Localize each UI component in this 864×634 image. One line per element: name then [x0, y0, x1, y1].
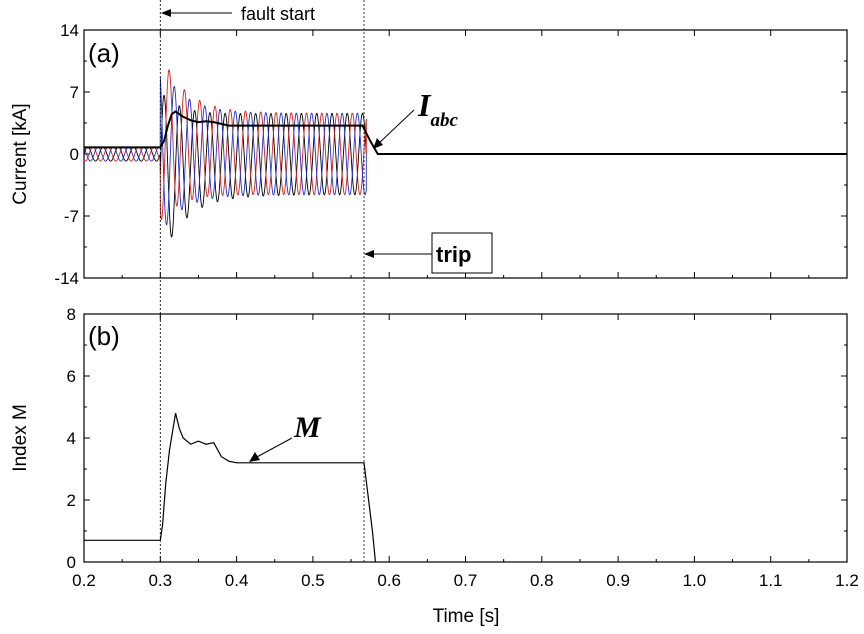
b-x-tick-label: 0.2: [72, 571, 96, 590]
phase-current-line: [83, 94, 367, 238]
b-x-tick-label: 0.7: [454, 571, 478, 590]
panel-a-series: [84, 110, 847, 155]
m-label: M: [293, 411, 322, 444]
a-y-tick-label: -7: [64, 207, 79, 226]
trip-label: trip: [436, 242, 471, 267]
b-y-tick-label: 0: [67, 553, 76, 572]
a-series-line: [84, 110, 847, 155]
panel-a-y-axis-title: Current [kA]: [10, 103, 31, 204]
b-x-tick-label: 0.3: [148, 571, 172, 590]
panel-b-series: [84, 413, 377, 563]
m-arrowhead: [249, 452, 260, 462]
a-y-tick-label: 0: [70, 145, 79, 164]
b-x-tick-label: 0.5: [301, 571, 325, 590]
m-arrow: [254, 437, 293, 459]
a-y-tick-label: -14: [54, 269, 79, 288]
panel-b-y-axis-title: Index M: [10, 404, 31, 472]
iabc-arrowhead: [373, 138, 383, 149]
panel-b-label: (b): [88, 321, 120, 351]
b-x-tick-label: 0.9: [606, 571, 630, 590]
b-y-tick-label: 4: [67, 429, 76, 448]
b-y-tick-label: 6: [67, 367, 76, 386]
b-y-tick-label: 8: [67, 305, 76, 324]
annotations: fault start trip Iabc M: [161, 4, 493, 462]
b-x-tick-label: 0.4: [225, 571, 249, 590]
panel-a-phase-currents: [83, 69, 367, 238]
b-x-tick-label: 1.1: [759, 571, 783, 590]
b-x-tick-label: 0.6: [377, 571, 401, 590]
a-y-tick-label: 14: [60, 21, 79, 40]
iabc-label: Iabc: [417, 87, 458, 131]
b-y-tick-label: 2: [67, 491, 76, 510]
b-x-tick-label: 0.8: [530, 571, 554, 590]
x-axis-title: Time [s]: [433, 606, 500, 627]
a-y-tick-label: 7: [70, 83, 79, 102]
trip-label-box: [431, 232, 493, 274]
panel-b-frame: [83, 313, 848, 563]
b-x-tick-label: 1.2: [835, 571, 859, 590]
fault-start-arrowhead: [161, 9, 171, 17]
event-markers: [159, 0, 365, 562]
b-series-line: [84, 413, 377, 563]
phase-current-line: [83, 77, 367, 226]
panel-a: 14 7 0 -7 -14 (a) Current [kA]: [10, 21, 848, 288]
trip-arrowhead: [364, 250, 374, 258]
fault-start-label: fault start: [241, 4, 315, 24]
iabc-arrow: [377, 109, 415, 145]
panel-a-label: (a): [88, 38, 120, 68]
panel-b-x-ticks: 0.2 0.3 0.4 0.5 0.6 0.7 0.8 0.9 1.0 1.1 1.2: [72, 314, 859, 590]
b-x-tick-label: 1.0: [683, 571, 707, 590]
panel-b-y-ticks: 0 2 4 6 8: [67, 305, 847, 572]
